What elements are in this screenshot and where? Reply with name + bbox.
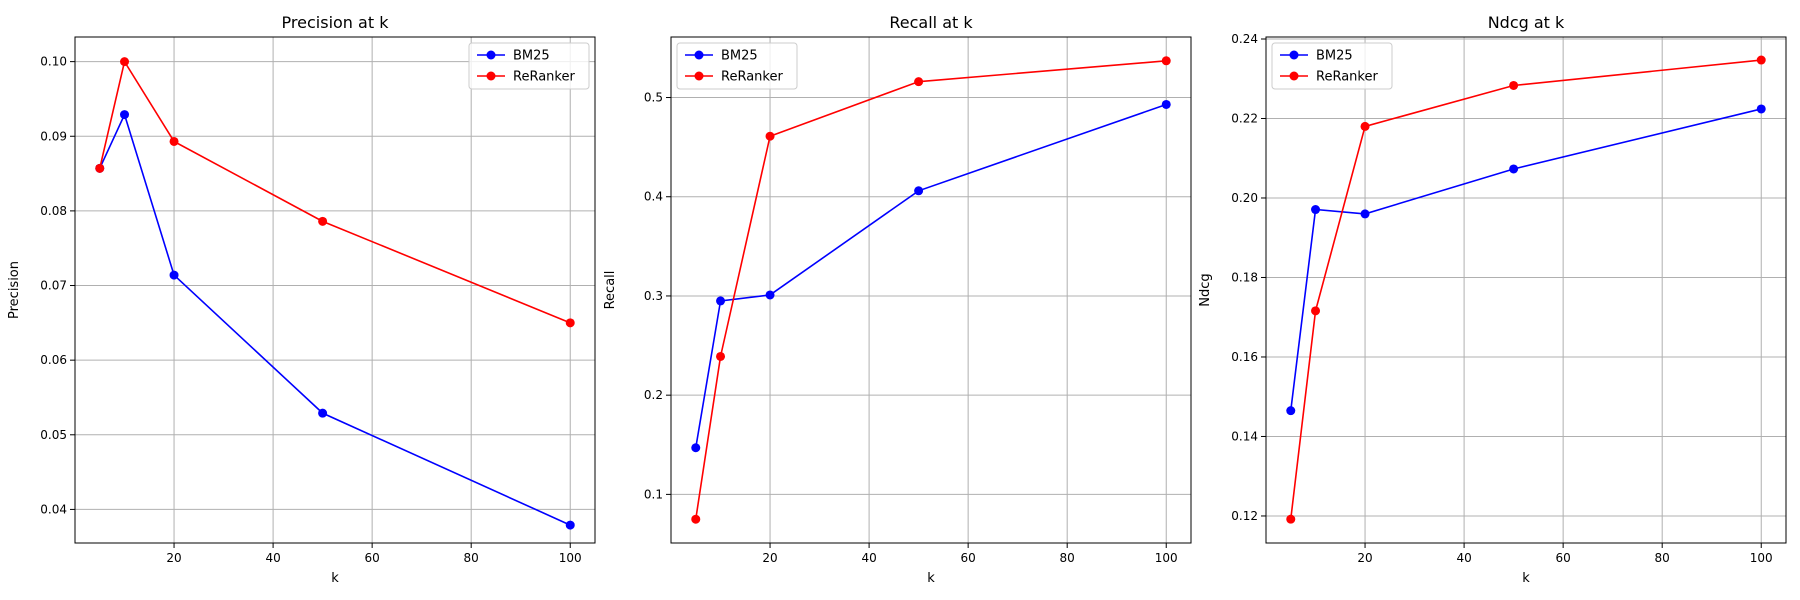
- legend-label-reranker: ReRanker: [513, 70, 575, 85]
- data-point-bm25: [1161, 99, 1171, 109]
- x-tick-label: 40: [265, 551, 280, 565]
- y-axis-label: Recall: [603, 271, 618, 310]
- legend: BM25 ReRanker: [676, 42, 798, 90]
- data-point-reranker: [716, 351, 726, 361]
- x-tick-label: 60: [961, 551, 976, 565]
- data-point-bm25: [1756, 104, 1766, 114]
- data-point-reranker: [1161, 56, 1171, 66]
- data-point-reranker: [765, 131, 775, 141]
- data-point-bm25: [1311, 205, 1321, 215]
- data-point-reranker: [95, 163, 105, 173]
- y-tick-label: 0.07: [40, 279, 67, 293]
- legend-marker-reranker: [694, 71, 704, 81]
- data-point-reranker: [565, 318, 575, 328]
- chart-panel-3: 20 40 60 80 100 0.12 0.14 0.16 0.18 0.20 0.22 0.24 N…: [1198, 13, 1787, 586]
- legend-label-bm25: BM25: [513, 49, 550, 64]
- chart-title: Ndcg at k: [1488, 13, 1565, 32]
- legend: BM25 ReRanker: [468, 42, 590, 90]
- y-tick-label: 0.1: [644, 487, 663, 501]
- y-axis-label: Ndcg: [1198, 273, 1213, 306]
- y-tick-label: 0.4: [644, 190, 663, 204]
- y-tick-label: 0.05: [40, 428, 67, 442]
- x-tick-label: 20: [166, 551, 181, 565]
- legend-marker-reranker: [1289, 71, 1299, 81]
- y-tick-label: 0.2: [644, 388, 663, 402]
- data-point-bm25: [565, 520, 575, 530]
- data-point-reranker: [169, 136, 179, 146]
- data-point-bm25: [169, 270, 179, 280]
- legend-marker-reranker: [486, 71, 496, 81]
- data-point-reranker: [691, 514, 701, 524]
- legend: BM25 ReRanker: [1271, 42, 1393, 90]
- series-line-reranker: [98, 59, 571, 324]
- series-line-bm25: [99, 112, 571, 526]
- data-point-reranker: [1509, 80, 1519, 90]
- data-point-bm25: [691, 443, 701, 453]
- x-tick-label: 100: [559, 551, 582, 565]
- data-point-bm25: [318, 408, 328, 418]
- y-tick-label: 0.16: [1231, 350, 1258, 364]
- x-axis-label: k: [331, 571, 339, 586]
- y-tick-label: 0.18: [1231, 270, 1258, 284]
- y-tick-label: 0.22: [1231, 111, 1258, 125]
- data-point-bm25: [1286, 406, 1296, 416]
- data-point-reranker: [120, 57, 130, 67]
- x-tick-label: 80: [464, 551, 479, 565]
- y-tick-label: 0.08: [40, 204, 67, 218]
- y-axis-label: Precision: [7, 261, 22, 319]
- legend-label-bm25: BM25: [721, 49, 758, 64]
- chart-panel-2: 20 40 60 80 100 0.1 0.2 0.3 0.4 0.5 Recall at k k Re…: [603, 13, 1192, 586]
- plot-frame: [670, 36, 1192, 544]
- y-tick-label: 0.10: [40, 55, 67, 69]
- y-tick-label: 0.14: [1231, 429, 1258, 443]
- data-point-reranker: [1286, 514, 1296, 524]
- chart-title: Precision at k: [282, 13, 390, 32]
- legend-label-reranker: ReRanker: [721, 70, 783, 85]
- x-tick-label: 40: [1456, 551, 1471, 565]
- chart-panel-1: 20 40 60 80 100 0.04 0.05 0.06 0.07 0.08 0.09 0.10 P…: [7, 13, 596, 586]
- data-point-bm25: [1360, 209, 1370, 219]
- data-point-bm25: [1509, 164, 1519, 174]
- data-point-bm25: [914, 186, 924, 196]
- x-tick-label: 100: [1750, 551, 1773, 565]
- data-point-bm25: [716, 296, 726, 306]
- legend-marker-bm25: [486, 50, 496, 60]
- y-tick-label: 0.3: [644, 289, 663, 303]
- x-tick-label: 60: [365, 551, 380, 565]
- x-axis-label: k: [1522, 571, 1530, 586]
- plot-frame: [74, 36, 596, 544]
- x-tick-label: 20: [762, 551, 777, 565]
- y-tick-label: 0.09: [40, 129, 67, 143]
- data-point-reranker: [1756, 55, 1766, 65]
- x-tick-label: 60: [1556, 551, 1571, 565]
- x-axis-label: k: [927, 571, 935, 586]
- data-point-bm25: [765, 290, 775, 300]
- legend-marker-bm25: [1289, 50, 1299, 60]
- data-point-reranker: [318, 216, 328, 226]
- legend-marker-bm25: [694, 50, 704, 60]
- legend-label-reranker: ReRanker: [1316, 70, 1378, 85]
- y-tick-label: 0.5: [644, 91, 663, 105]
- plot-frame: [1265, 36, 1787, 544]
- x-tick-label: 80: [1655, 551, 1670, 565]
- chart-title: Recall at k: [889, 13, 973, 32]
- data-point-reranker: [1311, 306, 1321, 316]
- x-tick-label: 80: [1060, 551, 1075, 565]
- y-tick-label: 0.06: [40, 353, 67, 367]
- legend-label-bm25: BM25: [1316, 49, 1353, 64]
- y-tick-label: 0.12: [1231, 509, 1258, 523]
- y-tick-label: 0.20: [1231, 191, 1258, 205]
- x-tick-label: 20: [1357, 551, 1372, 565]
- x-tick-label: 100: [1155, 551, 1178, 565]
- y-tick-label: 0.24: [1231, 32, 1258, 46]
- data-point-bm25: [120, 110, 130, 120]
- data-point-reranker: [914, 77, 924, 87]
- series-line-bm25: [1289, 108, 1762, 411]
- x-tick-label: 40: [861, 551, 876, 565]
- data-point-reranker: [1360, 121, 1370, 131]
- y-tick-label: 0.04: [40, 502, 67, 516]
